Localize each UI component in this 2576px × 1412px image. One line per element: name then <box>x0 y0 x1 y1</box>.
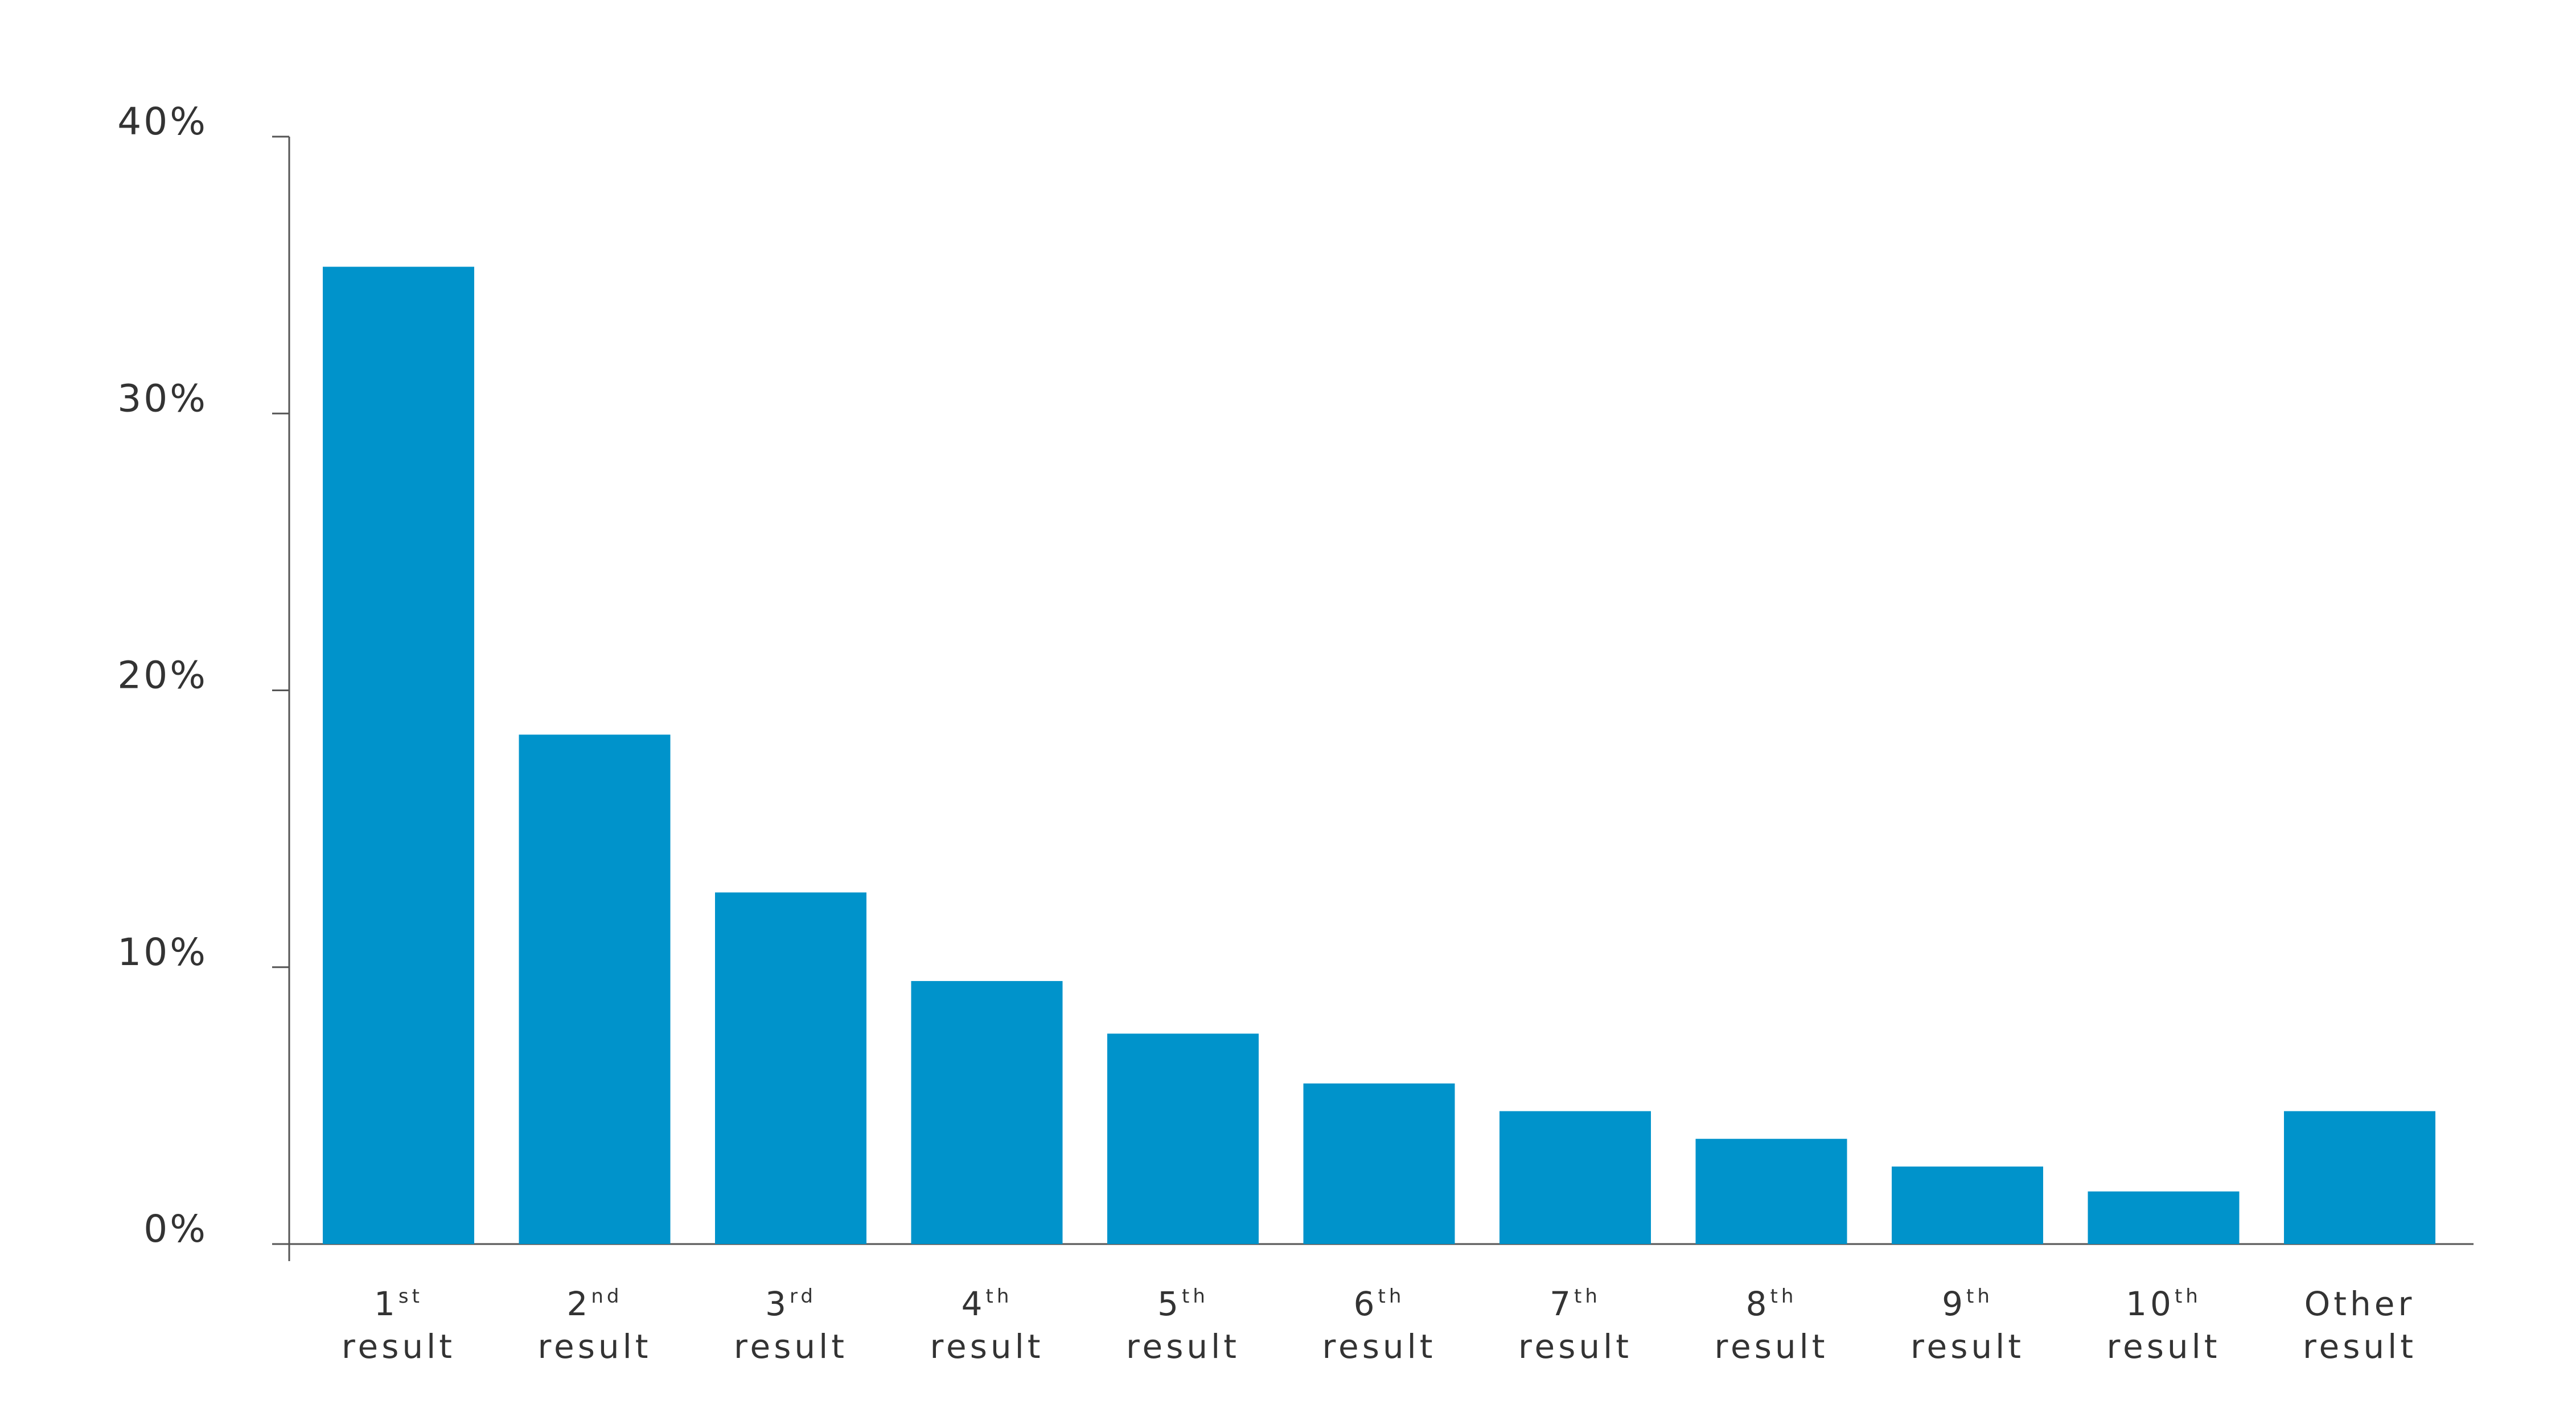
x-tick-label-rank: 5th <box>1157 1284 1209 1323</box>
x-tick-label-word: result <box>1518 1327 1632 1366</box>
bar <box>1499 1111 1651 1244</box>
x-tick-label-word: result <box>1322 1327 1436 1366</box>
bar <box>1107 1033 1259 1244</box>
y-tick-label: 30% <box>117 376 208 420</box>
y-tick-label: 20% <box>117 654 208 697</box>
x-tick-label-rank: 8th <box>1746 1284 1797 1323</box>
x-tick-label-rank: 1st <box>374 1284 423 1323</box>
x-tick-label-word: result <box>1911 1327 2024 1366</box>
y-tick-label: 10% <box>117 930 208 974</box>
x-tick-label-rank: 6th <box>1354 1284 1405 1323</box>
bar <box>715 892 866 1244</box>
x-tick-label-word: result <box>342 1327 455 1366</box>
x-tick-label-word: result <box>2303 1327 2417 1366</box>
bar <box>2088 1191 2240 1244</box>
x-tick-label-rank: Other <box>2304 1284 2415 1323</box>
x-tick-label-rank: 2nd <box>566 1284 622 1323</box>
x-tick-label-rank: 3rd <box>765 1284 816 1323</box>
y-axis: 0% 10% 20% 30% 40% <box>117 100 290 1261</box>
bar <box>1695 1139 1847 1244</box>
bar <box>1303 1083 1455 1244</box>
bar <box>323 266 474 1245</box>
x-tick-label-word: result <box>930 1327 1043 1366</box>
bars <box>323 266 2435 1245</box>
x-tick-label-word: result <box>1126 1327 1240 1366</box>
x-tick-label-rank: 7th <box>1550 1284 1601 1323</box>
x-tick-label-word: result <box>537 1327 651 1366</box>
y-tick-label: 0% <box>143 1207 208 1251</box>
x-tick-label-word: result <box>2106 1327 2220 1366</box>
x-tick-label-rank: 9th <box>1942 1284 1993 1323</box>
x-tick-labels: 1st result 2nd result 3rd result 4th result 5th r… <box>342 1284 2417 1366</box>
bar <box>519 734 671 1244</box>
bar <box>2284 1111 2435 1244</box>
x-tick-label-word: result <box>734 1327 848 1366</box>
bar <box>1892 1166 2043 1244</box>
x-tick-label-rank: 10th <box>2126 1284 2201 1323</box>
y-tick-label: 40% <box>117 100 208 143</box>
x-tick-label-rank: 4th <box>962 1284 1013 1323</box>
bar <box>911 981 1063 1244</box>
x-tick-label-word: result <box>1714 1327 1828 1366</box>
